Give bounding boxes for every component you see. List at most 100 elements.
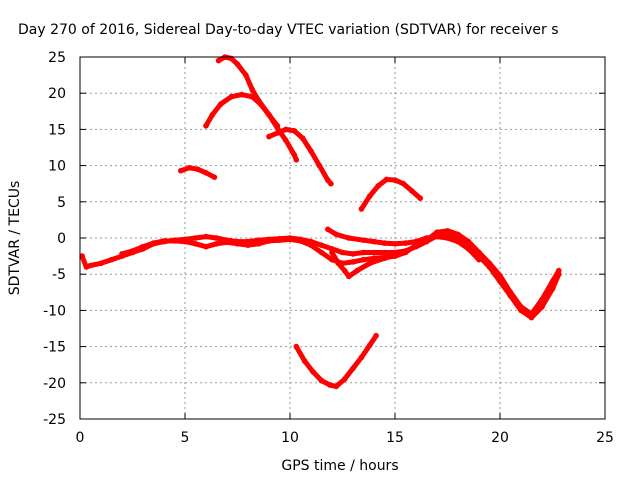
data-point <box>423 235 430 241</box>
data-point <box>266 112 272 118</box>
data-point <box>274 130 281 136</box>
data-point <box>476 256 482 263</box>
data-point <box>249 86 255 93</box>
data-point <box>507 289 514 296</box>
data-point <box>245 242 251 248</box>
series-arc-f <box>293 332 379 390</box>
data-point <box>371 249 377 256</box>
data-point <box>465 246 472 252</box>
data-point <box>266 238 272 244</box>
data-point <box>360 249 367 256</box>
data-point <box>396 251 403 257</box>
data-point <box>283 126 289 133</box>
data-point <box>402 240 409 246</box>
y-tick-label: -25 <box>43 412 66 428</box>
data-point <box>327 382 333 388</box>
data-point <box>367 260 373 267</box>
data-point <box>83 264 90 270</box>
y-tick-label: 20 <box>48 86 66 102</box>
data-point <box>194 166 201 172</box>
y-tick-label: -10 <box>43 303 66 319</box>
data-point <box>392 241 398 247</box>
data-point <box>291 128 298 134</box>
data-point <box>409 188 415 194</box>
data-point <box>434 233 440 240</box>
series-baseline-b <box>119 228 562 317</box>
data-point <box>402 249 409 256</box>
data-point <box>318 249 325 256</box>
data-point <box>228 94 234 100</box>
y-axis-label: SDTVAR / TECUs <box>7 181 23 296</box>
data-point <box>328 180 334 187</box>
data-point <box>358 206 365 212</box>
data-point <box>297 238 304 244</box>
data-point <box>186 165 192 171</box>
data-point <box>178 167 184 174</box>
data-point <box>150 240 157 246</box>
data-point <box>213 235 220 241</box>
data-point <box>283 137 289 144</box>
y-tick-label: 25 <box>48 50 66 66</box>
data-point <box>333 231 340 238</box>
chart-title: Day 270 of 2016, Sidereal Day-to-day VTE… <box>18 22 559 38</box>
data-point <box>383 176 390 183</box>
data-point <box>354 267 361 274</box>
data-point <box>301 358 308 364</box>
data-point <box>350 365 356 372</box>
data-point <box>392 177 398 183</box>
data-point <box>341 376 348 383</box>
data-point <box>350 251 356 257</box>
series-baseline-d <box>329 249 403 280</box>
data-point <box>299 135 306 141</box>
data-point <box>518 304 524 310</box>
data-point <box>215 57 222 64</box>
data-point <box>360 237 367 243</box>
data-point <box>255 241 262 247</box>
data-point <box>367 193 373 199</box>
data-point <box>556 267 562 274</box>
data-point <box>316 162 323 169</box>
data-point <box>360 256 367 263</box>
data-point <box>413 238 419 245</box>
data-point <box>308 242 314 248</box>
data-point <box>318 377 325 384</box>
series-arc-c <box>266 126 334 187</box>
y-tick-label: 0 <box>57 231 66 247</box>
data-point <box>346 273 352 280</box>
data-point <box>228 55 234 62</box>
data-point <box>497 272 503 279</box>
data-point <box>367 342 373 349</box>
data-point <box>381 255 388 262</box>
data-point <box>381 240 388 246</box>
x-tick-label: 0 <box>76 430 85 446</box>
data-point <box>335 260 342 267</box>
x-tick-label: 5 <box>181 430 190 446</box>
series-baseline-c <box>325 226 482 263</box>
data-point <box>539 296 545 303</box>
data-point <box>171 238 178 244</box>
data-point <box>333 383 340 390</box>
data-point <box>192 235 199 241</box>
x-tick-label: 15 <box>386 430 404 446</box>
data-point <box>358 354 365 361</box>
data-point <box>350 259 356 265</box>
data-point <box>249 94 255 100</box>
data-point <box>444 235 451 241</box>
y-tick-label: 15 <box>48 122 66 138</box>
data-point <box>161 238 167 244</box>
data-point <box>217 101 224 107</box>
data-point <box>476 249 482 256</box>
data-point <box>287 236 293 243</box>
data-point <box>293 343 300 350</box>
data-point <box>381 249 388 256</box>
series-arc-e <box>358 176 424 212</box>
data-point <box>213 241 220 247</box>
x-tick-label: 10 <box>281 430 299 446</box>
data-point <box>119 251 125 257</box>
data-point <box>434 229 440 235</box>
data-series <box>79 54 562 390</box>
y-tick-label: 5 <box>57 195 66 211</box>
data-point <box>444 228 451 234</box>
